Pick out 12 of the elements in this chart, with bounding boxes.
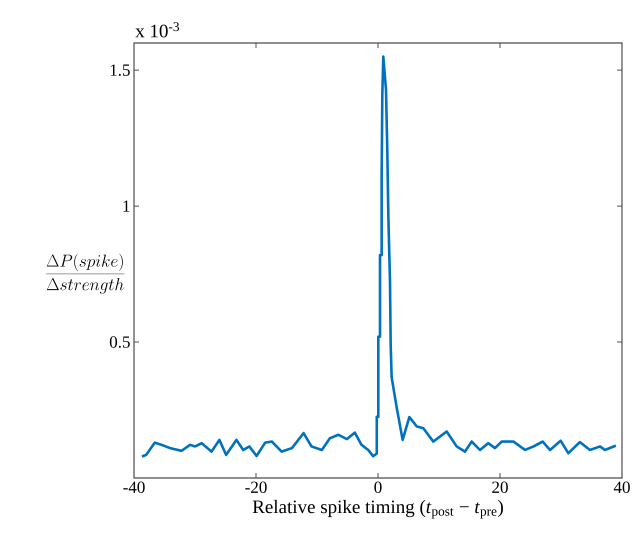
y-tick-label: 0.5 xyxy=(110,336,130,348)
line-series xyxy=(140,55,618,458)
x-tick-label: 0 xyxy=(374,482,382,493)
x-tick-label: 40 xyxy=(614,482,630,493)
x-tick-label: 20 xyxy=(492,482,508,493)
x-tick-label: -20 xyxy=(245,482,267,493)
y-tick-label: 1 xyxy=(123,200,130,212)
y-axis-title: $\frac{\Delta P(spike)}{\Delta strength}$ xyxy=(46,254,124,294)
x-axis-title: Relative spike timing (t$_{post}$ − t$_{pre}$) xyxy=(252,500,503,518)
text: x 10$^{-3}$ xyxy=(135,22,180,38)
y-tick-label: 1.5 xyxy=(110,64,130,76)
x-tick-label: -40 xyxy=(123,482,145,493)
